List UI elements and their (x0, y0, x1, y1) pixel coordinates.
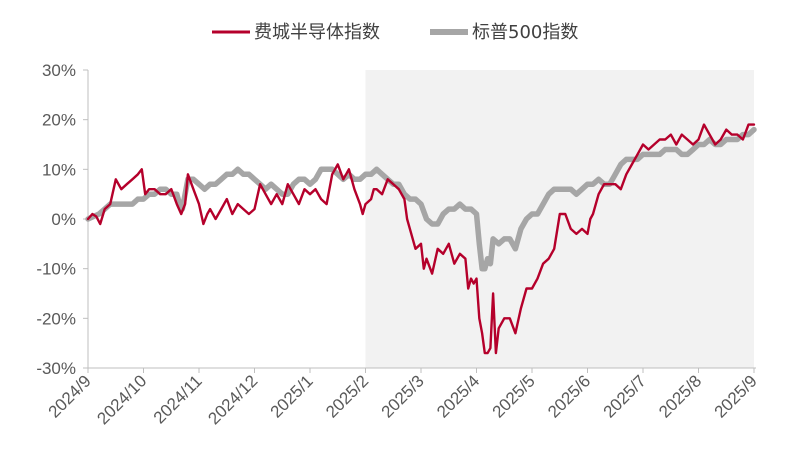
y-tick-label: -30% (36, 359, 76, 378)
x-tick-label: 2024/11 (150, 371, 206, 427)
x-tick-label: 2025/3 (378, 371, 428, 421)
legend: 费城半导体指数 标普500指数 (212, 22, 578, 43)
y-tick-label: 10% (42, 160, 76, 179)
x-tick-label: 2025/1 (267, 371, 317, 421)
x-tick-label: 2025/9 (711, 371, 761, 421)
x-tick-label: 2025/6 (544, 371, 594, 421)
series-layer (85, 123, 757, 355)
series-line-sox (86, 123, 756, 355)
x-tick-label: 2025/5 (489, 371, 539, 421)
x-tick-label: 2024/10 (93, 371, 150, 428)
x-tick-label: 2025/4 (433, 371, 483, 421)
y-tick-label: 20% (42, 111, 76, 130)
x-tick-label: 2025/8 (655, 371, 705, 421)
y-tick-label: 30% (42, 61, 76, 80)
x-tick-label: 2024/12 (204, 371, 261, 428)
x-tick-label: 2025/7 (600, 371, 650, 421)
y-tick-label: -20% (36, 309, 76, 328)
x-tick-label: 2025/2 (322, 371, 372, 421)
series-line-spx (85, 126, 757, 272)
x-tick-label: 2024/9 (45, 371, 95, 421)
y-axis: 30% 20% 10% 0% -10% -20% -30% (36, 61, 89, 378)
legend-label-spx: 标普500指数 (472, 22, 578, 43)
y-tick-label: 0% (51, 210, 76, 229)
legend-label-sox: 费城半导体指数 (254, 22, 380, 43)
y-tick-label: -10% (36, 260, 76, 279)
